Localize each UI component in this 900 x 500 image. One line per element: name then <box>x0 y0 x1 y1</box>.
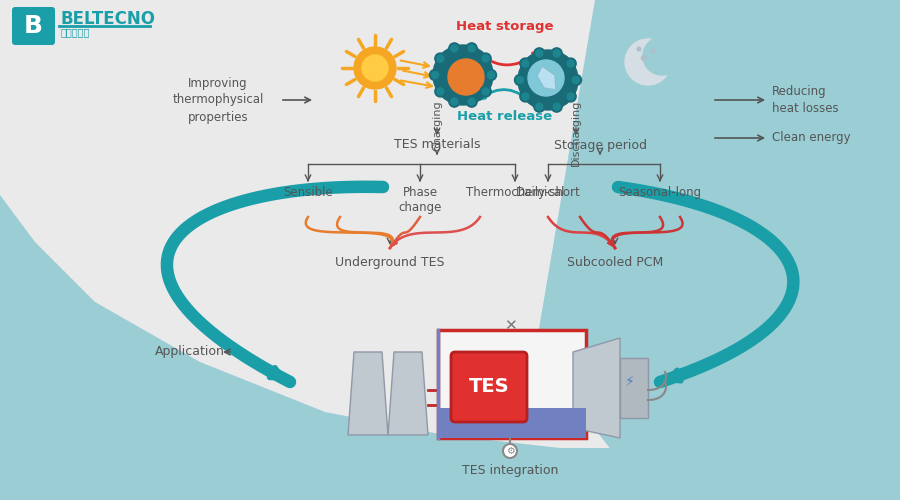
Circle shape <box>517 76 524 84</box>
Circle shape <box>565 91 576 102</box>
Circle shape <box>551 48 562 59</box>
Text: ✕: ✕ <box>504 318 517 334</box>
Text: ⚡: ⚡ <box>626 375 634 389</box>
Circle shape <box>466 43 477 54</box>
Circle shape <box>571 74 581 86</box>
Circle shape <box>554 103 560 110</box>
Polygon shape <box>0 195 900 500</box>
Circle shape <box>482 55 490 62</box>
Text: Thermochemical: Thermochemical <box>466 186 564 199</box>
Circle shape <box>481 86 491 97</box>
Circle shape <box>642 56 646 60</box>
Circle shape <box>520 91 531 102</box>
Circle shape <box>435 86 446 97</box>
Bar <box>438 330 586 438</box>
Circle shape <box>488 72 494 78</box>
Polygon shape <box>535 0 900 500</box>
Text: Improving
thermophysical
properties: Improving thermophysical properties <box>172 76 264 124</box>
Text: Sensible: Sensible <box>284 186 333 199</box>
Circle shape <box>567 93 574 100</box>
Circle shape <box>436 55 444 62</box>
Text: Application: Application <box>155 346 225 358</box>
Polygon shape <box>348 352 388 435</box>
Polygon shape <box>388 352 428 435</box>
Text: TES materials: TES materials <box>394 138 481 151</box>
Circle shape <box>468 45 475 52</box>
Text: Clean energy: Clean energy <box>772 132 850 144</box>
Circle shape <box>436 88 444 95</box>
Text: Charging: Charging <box>432 100 442 150</box>
Polygon shape <box>537 66 556 90</box>
Circle shape <box>448 59 484 95</box>
Circle shape <box>449 43 460 54</box>
Circle shape <box>551 101 562 112</box>
Circle shape <box>625 39 671 85</box>
Circle shape <box>522 93 529 100</box>
Circle shape <box>481 53 491 64</box>
Circle shape <box>451 98 458 105</box>
Circle shape <box>515 74 526 86</box>
Circle shape <box>534 101 544 112</box>
Circle shape <box>485 70 497 80</box>
Circle shape <box>435 53 446 64</box>
Text: Discharging: Discharging <box>571 100 581 166</box>
Circle shape <box>433 45 493 105</box>
Text: Subcooled PCM: Subcooled PCM <box>567 256 663 269</box>
Circle shape <box>431 72 438 78</box>
Circle shape <box>528 60 564 96</box>
Circle shape <box>520 58 531 69</box>
Text: Reducing
heat losses: Reducing heat losses <box>772 85 839 115</box>
Text: Heat storage: Heat storage <box>456 20 554 33</box>
Circle shape <box>572 76 580 84</box>
Text: ベルテクノ: ベルテクノ <box>61 27 90 37</box>
Text: TES integration: TES integration <box>462 464 558 477</box>
Circle shape <box>449 96 460 107</box>
Text: BELTECNO: BELTECNO <box>61 10 156 28</box>
Circle shape <box>518 50 578 110</box>
Text: B: B <box>24 14 43 38</box>
Text: Phase
change: Phase change <box>399 186 442 214</box>
Circle shape <box>354 47 396 89</box>
Polygon shape <box>573 338 620 438</box>
Circle shape <box>482 88 490 95</box>
Text: Daily-short: Daily-short <box>516 186 580 199</box>
Circle shape <box>565 58 576 69</box>
Text: Underground TES: Underground TES <box>335 256 445 269</box>
Text: TES: TES <box>469 378 509 396</box>
Circle shape <box>652 50 654 52</box>
Circle shape <box>362 55 388 81</box>
Text: ⚙: ⚙ <box>506 446 515 456</box>
Text: Heat release: Heat release <box>457 110 553 123</box>
Circle shape <box>554 50 560 57</box>
Circle shape <box>534 48 544 59</box>
Bar <box>620 358 648 418</box>
Circle shape <box>536 103 543 110</box>
Circle shape <box>567 60 574 67</box>
Circle shape <box>503 444 517 458</box>
Text: Storage period: Storage period <box>554 138 646 151</box>
Circle shape <box>522 60 529 67</box>
Circle shape <box>637 47 641 51</box>
Circle shape <box>536 50 543 57</box>
Circle shape <box>468 98 475 105</box>
FancyBboxPatch shape <box>12 7 55 45</box>
Circle shape <box>451 45 458 52</box>
Circle shape <box>466 96 477 107</box>
Circle shape <box>643 37 681 75</box>
Text: Seasonal-long: Seasonal-long <box>618 186 702 199</box>
FancyBboxPatch shape <box>451 352 527 422</box>
Circle shape <box>429 70 440 80</box>
Bar <box>438 408 586 438</box>
